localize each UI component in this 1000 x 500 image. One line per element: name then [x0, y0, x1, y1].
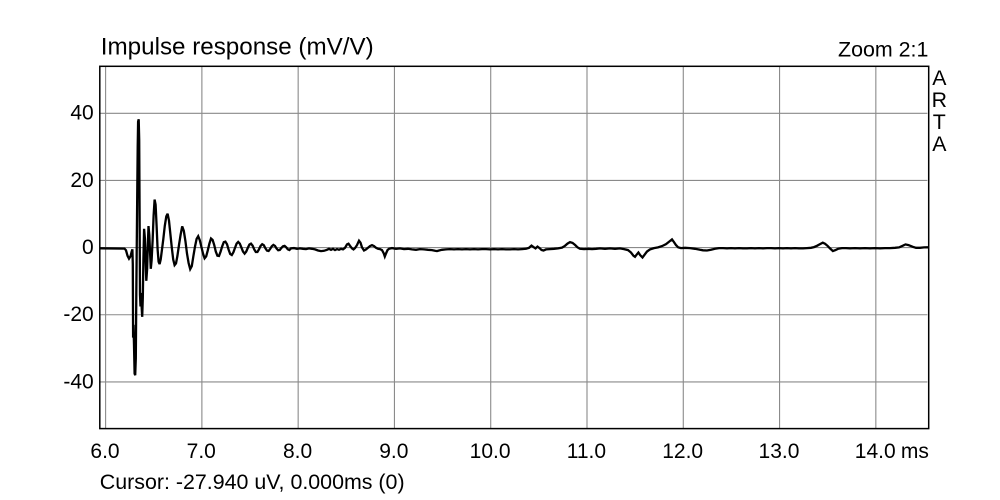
- svg-text:12.0: 12.0: [662, 440, 703, 463]
- svg-text:6.0: 6.0: [90, 440, 119, 463]
- svg-text:T: T: [933, 110, 946, 134]
- svg-text:11.0: 11.0: [567, 440, 606, 463]
- svg-text:A: A: [932, 66, 947, 90]
- svg-text:Impulse response (mV/V): Impulse response (mV/V): [101, 34, 374, 61]
- svg-text:8.0: 8.0: [283, 440, 312, 463]
- svg-text:-20: -20: [63, 303, 93, 326]
- svg-text:0: 0: [82, 236, 94, 259]
- svg-text:14.0: 14.0: [855, 440, 896, 463]
- svg-text:A: A: [932, 132, 947, 156]
- svg-text:R: R: [932, 88, 947, 112]
- svg-text:Cursor: -27.940 uV, 0.000ms (0: Cursor: -27.940 uV, 0.000ms (0): [100, 470, 405, 494]
- svg-text:9.0: 9.0: [379, 440, 408, 463]
- svg-text:-40: -40: [63, 370, 93, 393]
- svg-text:40: 40: [70, 102, 93, 125]
- svg-text:13.0: 13.0: [759, 440, 800, 463]
- svg-text:Zoom 2:1: Zoom 2:1: [838, 38, 928, 62]
- svg-text:10.0: 10.0: [470, 440, 511, 463]
- svg-text:7.0: 7.0: [187, 440, 216, 463]
- svg-text:20: 20: [70, 169, 93, 192]
- svg-text:ms: ms: [901, 440, 929, 463]
